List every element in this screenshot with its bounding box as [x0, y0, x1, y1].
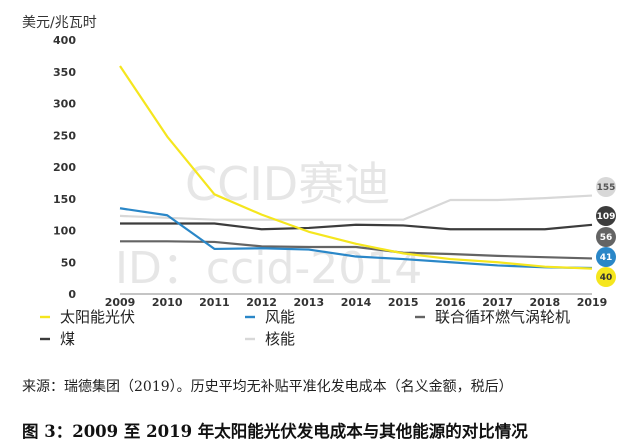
- end-value-circle: [596, 227, 616, 247]
- end-value-label: 155: [597, 183, 616, 193]
- x-tick-label-2012: 2012: [246, 296, 277, 309]
- series-lines: [119, 65, 593, 270]
- x-tick-label-2011: 2011: [199, 296, 230, 309]
- series-line-0: [119, 65, 593, 270]
- y-tick-label-250: 250: [53, 129, 76, 142]
- legend-item-4: 核能: [245, 330, 295, 348]
- y-tick-label-400: 400: [53, 34, 76, 47]
- y-axis-ticks: 0 50 100 150 200 250 300 350 400: [53, 34, 76, 301]
- y-tick-label-50: 50: [61, 256, 77, 269]
- series-line-2: [120, 240, 593, 260]
- series-line-1: [119, 207, 593, 270]
- y-axis-unit-label: 美元/兆瓦时: [22, 15, 97, 31]
- x-axis-ticks: 2009 2010 2011 2012 2013 2014 2015 2016 2017 2018…: [105, 296, 608, 309]
- legend-item-3: 煤: [40, 330, 75, 348]
- legend-label: 煤: [60, 330, 75, 348]
- x-tick-label-2017: 2017: [482, 296, 513, 309]
- source-note: 来源：瑞德集团（2019）。历史平均无补贴平准化发电成本（名义金额，税后）: [22, 379, 513, 395]
- legend-label: 太阳能光伏: [60, 308, 135, 326]
- legend-item-0: 太阳能光伏: [40, 308, 135, 326]
- end-value-badge-2: 56: [596, 227, 616, 247]
- watermark-line2: ID：ccid-2014: [115, 243, 422, 294]
- series-line-4: [119, 194, 593, 221]
- legend-label: 联合循环燃气涡轮机: [435, 308, 570, 326]
- x-tick-label-2009: 2009: [105, 296, 136, 309]
- end-value-label: 41: [600, 253, 613, 263]
- end-value-label: 56: [600, 233, 613, 243]
- end-value-badge-3: 109: [596, 206, 616, 226]
- end-value-circle: [596, 177, 616, 197]
- legend-item-1: 风能: [245, 308, 295, 326]
- legend-label: 风能: [265, 308, 295, 326]
- x-tick-label-2010: 2010: [152, 296, 183, 309]
- legend-label: 核能: [265, 330, 295, 348]
- end-value-circle: [596, 267, 616, 287]
- x-tick-label-2013: 2013: [293, 296, 324, 309]
- y-tick-label-0: 0: [68, 288, 76, 301]
- end-value-badge-0: 40: [596, 267, 616, 287]
- end-value-circle: [596, 206, 616, 226]
- end-value-label: 109: [597, 212, 616, 222]
- end-labels: 40 41 56 109 155: [596, 177, 616, 287]
- series-line-3: [120, 222, 593, 231]
- end-value-badge-1: 41: [596, 247, 616, 267]
- x-tick-label-2014: 2014: [341, 296, 372, 309]
- y-tick-label-300: 300: [53, 98, 76, 111]
- legend-item-2: 联合循环燃气涡轮机: [415, 308, 570, 326]
- x-tick-label-2015: 2015: [388, 296, 419, 309]
- figure-caption: 图 3：2009 至 2019 年太阳能光伏发电成本与其他能源的对比情况: [22, 422, 528, 441]
- x-tick-label-2019: 2019: [577, 296, 608, 309]
- end-value-circle: [596, 247, 616, 267]
- end-value-badge-4: 155: [596, 177, 616, 197]
- y-tick-label-350: 350: [53, 66, 76, 79]
- y-tick-label-100: 100: [53, 225, 76, 238]
- end-value-label: 40: [600, 273, 613, 283]
- watermark-line1: CCID赛迪: [185, 157, 390, 211]
- lcoe-chart: CCID赛迪 ID：ccid-2014 美元/兆瓦时 0 50 100 150 200 2…: [22, 15, 616, 348]
- x-tick-label-2016: 2016: [435, 296, 466, 309]
- y-tick-label-200: 200: [53, 161, 76, 174]
- x-tick-label-2018: 2018: [529, 296, 560, 309]
- watermark: CCID赛迪 ID：ccid-2014: [115, 157, 422, 294]
- y-tick-label-150: 150: [53, 193, 76, 206]
